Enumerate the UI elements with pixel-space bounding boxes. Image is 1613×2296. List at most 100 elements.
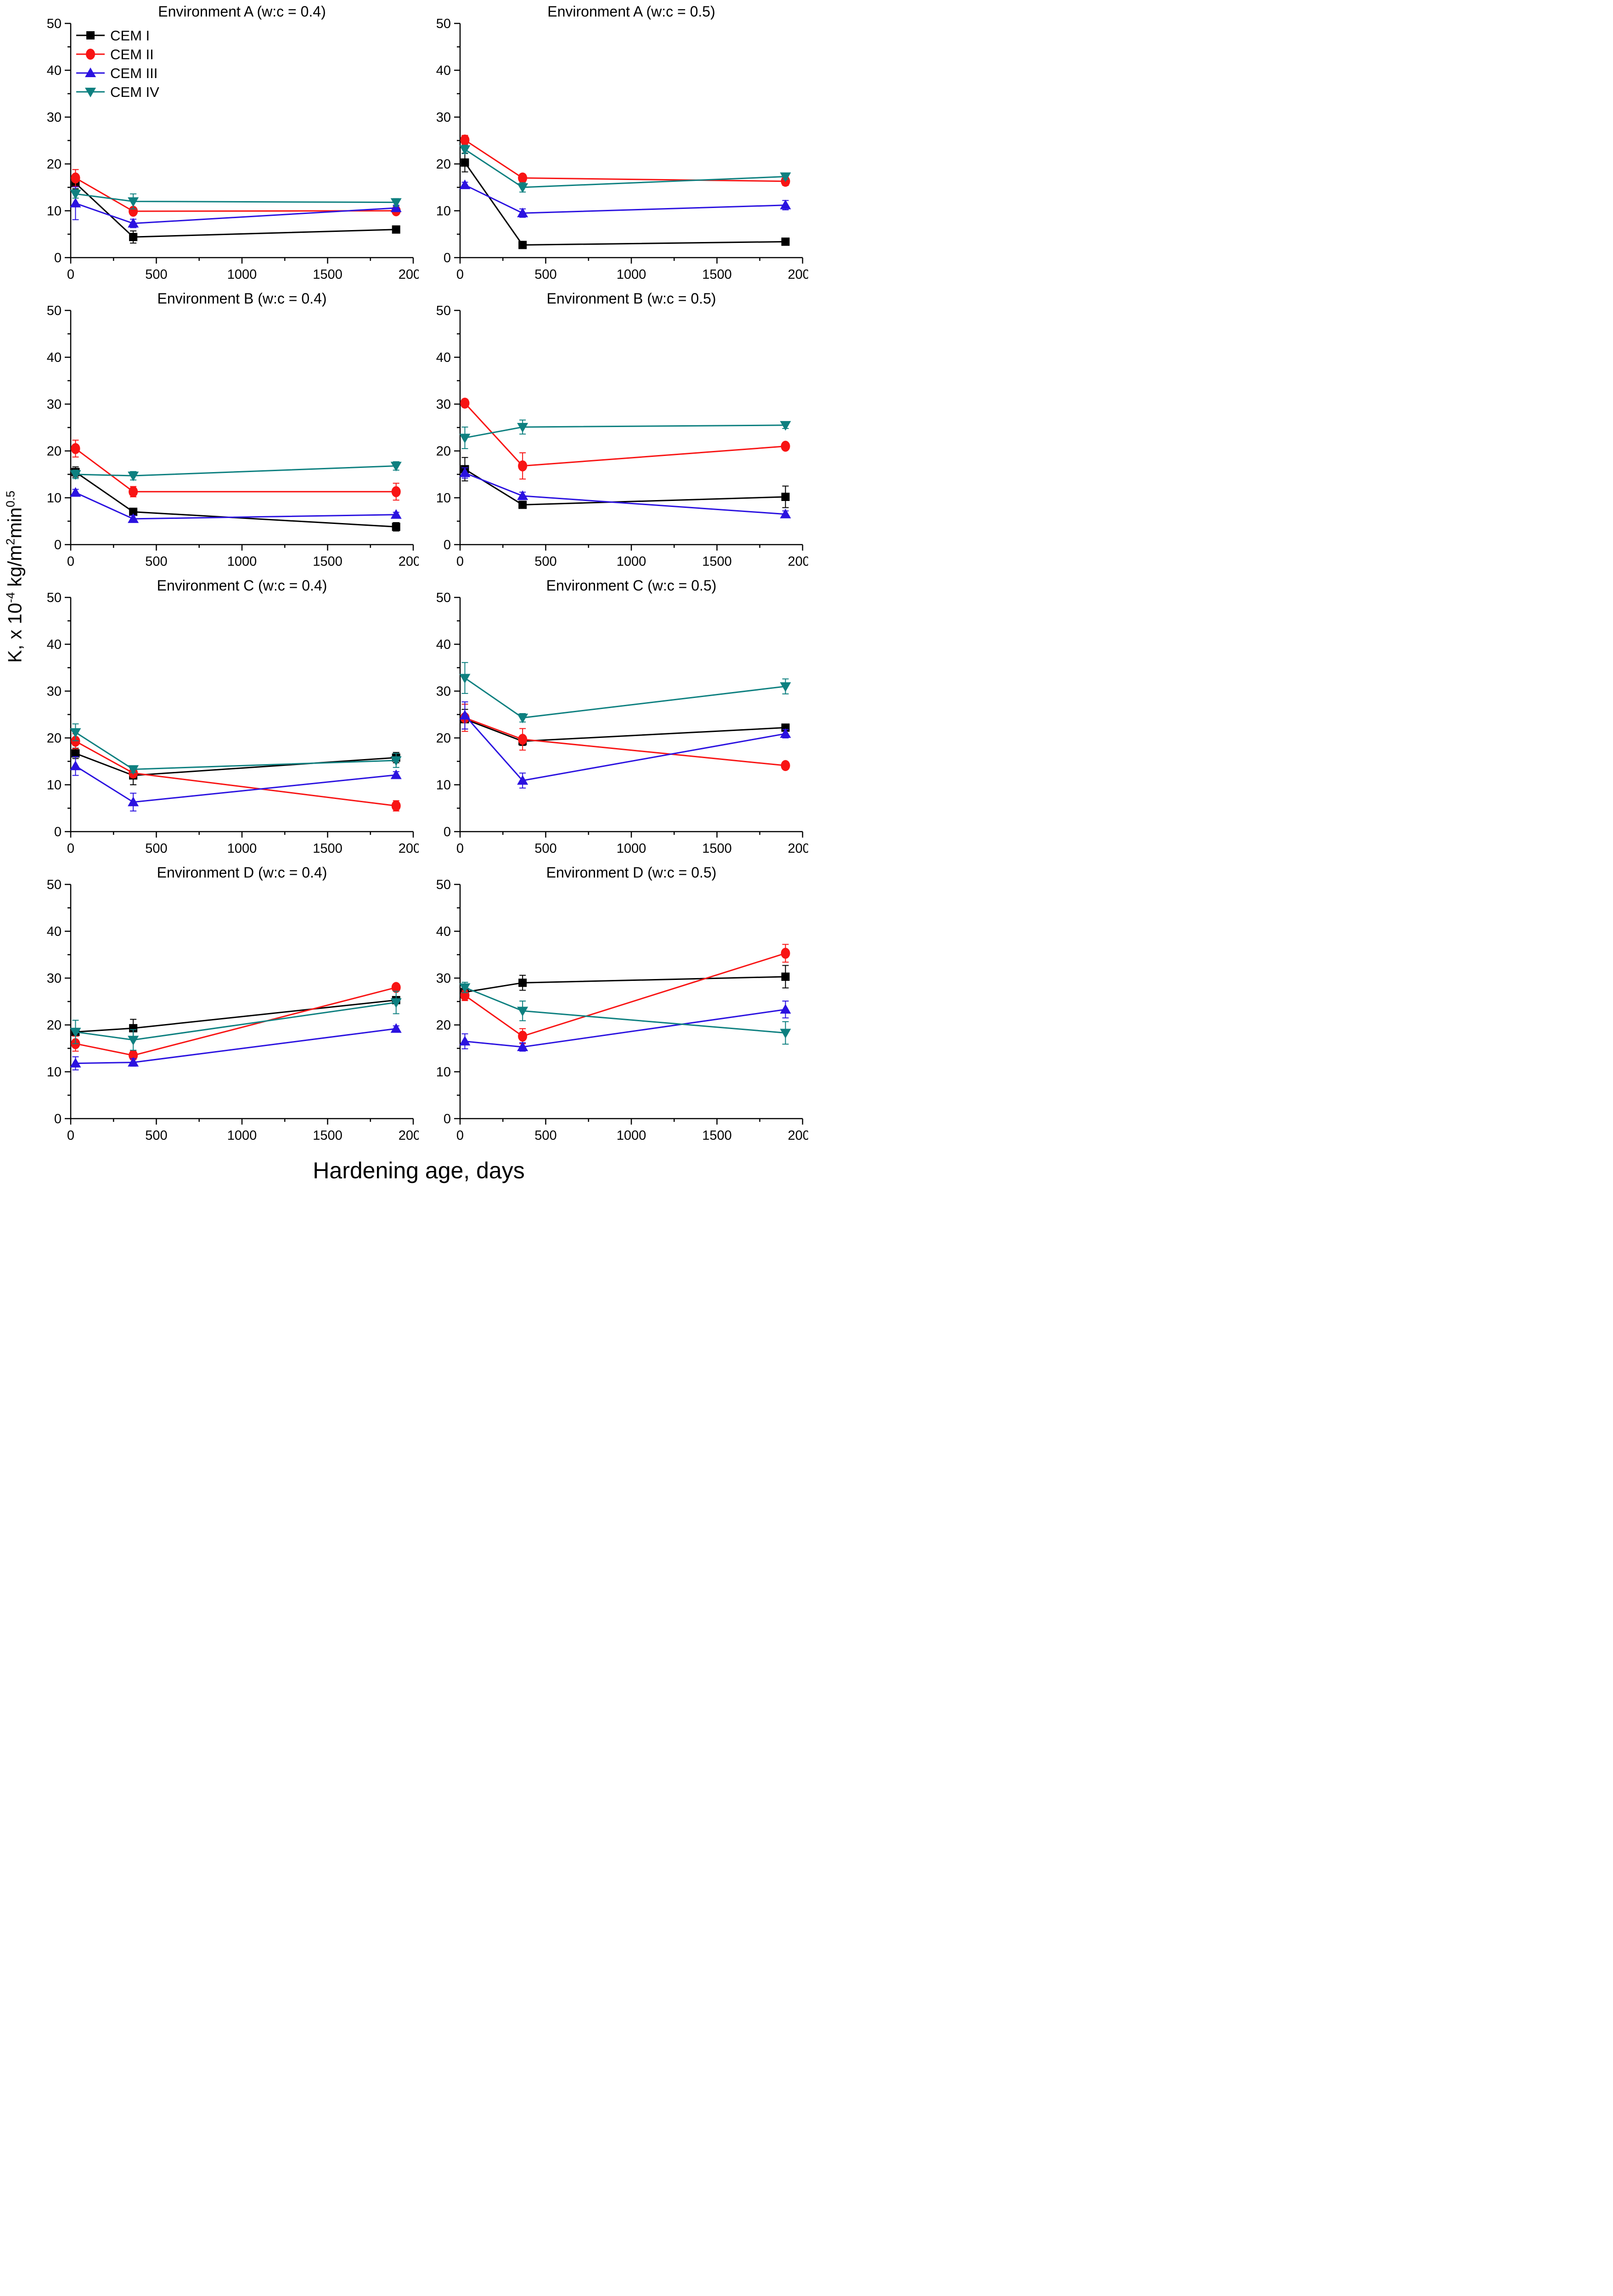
x-tick-label: 500: [534, 267, 556, 282]
x-tick-label: 1000: [227, 841, 257, 856]
marker-triangle-up: [128, 796, 139, 806]
subplot-env-b-wc04: 010203040500500100015002000Environment B…: [47, 290, 419, 569]
y-tick-label: 30: [47, 684, 62, 699]
x-tick-label: 2000: [399, 1128, 419, 1143]
x-tick-label: 1500: [313, 267, 343, 282]
marker-circle: [460, 134, 470, 146]
series-cem-iv: [459, 662, 791, 724]
marker-triangle-down: [517, 183, 528, 193]
series-cem-ii: [71, 733, 401, 812]
x-tick-label: 500: [145, 841, 167, 856]
marker-circle: [391, 486, 401, 497]
y-axis-label-text: kg/m: [4, 545, 26, 592]
marker-triangle-up: [128, 1057, 139, 1067]
series-cem-i: [71, 996, 400, 1038]
subplot-env-d-wc05: 010203040500500100015002000Environment D…: [436, 864, 808, 1143]
figure: K, x 10-4 kg/m2min0.5 0 10 20 30 40 50 0 500 100…: [0, 0, 809, 1197]
axes: [454, 597, 804, 838]
marker-triangle-down: [85, 88, 96, 97]
series-cem-iv: [459, 145, 791, 193]
marker-triangle-down: [390, 998, 402, 1008]
y-tick-label: 10: [47, 491, 62, 506]
marker-circle: [518, 1030, 528, 1042]
marker-triangle-up: [459, 1035, 471, 1046]
subplot-cell-env-d-wc04: 010203040500500100015002000Environment D…: [29, 864, 419, 1151]
x-tick-label: 0: [456, 1128, 464, 1143]
marker-triangle-up: [780, 728, 791, 738]
series-cem-i: [71, 466, 400, 532]
marker-triangle-up: [70, 197, 81, 208]
legend-item-cem-iii: CEM III: [76, 65, 157, 81]
y-tick-label: 40: [47, 924, 62, 939]
series-line: [75, 471, 396, 528]
marker-triangle-up: [780, 1004, 791, 1014]
y-tick-label: 0: [444, 251, 451, 265]
subplot-cell-env-b-wc04: 010203040500500100015002000Environment B…: [29, 290, 419, 577]
y-tick-label: 40: [47, 637, 62, 652]
y-tick-label: 20: [436, 731, 451, 746]
marker-triangle-up: [128, 513, 139, 523]
y-tick-label: 20: [436, 157, 451, 172]
y-axis-label-exponent: -4: [3, 592, 17, 603]
marker-triangle-down: [517, 1007, 528, 1017]
y-tick-label: 30: [436, 397, 451, 412]
x-tick-label: 500: [534, 841, 556, 856]
series-line: [464, 715, 786, 782]
series-cem-iv: [459, 419, 791, 449]
y-axis-label-column: K, x 10-4 kg/m2min0.5: [0, 3, 29, 1151]
marker-square: [392, 225, 400, 234]
x-tick-label: 1000: [617, 267, 646, 282]
y-axis-label-text: min: [4, 507, 26, 539]
marker-triangle-up: [459, 179, 471, 189]
marker-triangle-down: [128, 472, 139, 482]
y-tick-label: 30: [436, 971, 451, 986]
y-tick-label: 20: [47, 1018, 62, 1033]
y-tick-label: 0: [54, 825, 62, 839]
y-tick-label: 30: [436, 684, 451, 699]
y-tick-label: 10: [436, 778, 451, 793]
series-cem-iv: [70, 461, 402, 482]
x-tick-label: 500: [145, 267, 167, 282]
marker-circle: [518, 460, 528, 472]
y-axis-label-exponent: 0.5: [3, 490, 17, 507]
y-tick-label: 10: [47, 204, 62, 219]
x-tick-label: 1500: [702, 267, 732, 282]
marker-triangle-down: [459, 983, 471, 993]
series-cem-i: [461, 709, 790, 746]
series-line: [75, 182, 396, 238]
y-tick-label: 40: [47, 350, 62, 365]
x-axis-label: Hardening age, days: [313, 1158, 525, 1183]
marker-triangle-down: [459, 145, 471, 155]
subplot-cell-env-b-wc05: 010203040500500100015002000Environment B…: [419, 290, 808, 577]
marker-circle: [781, 440, 790, 452]
marker-square: [129, 1024, 138, 1033]
marker-circle: [71, 736, 80, 747]
marker-square: [518, 241, 527, 249]
series-cem-ii: [71, 169, 401, 217]
series-line: [75, 1028, 396, 1064]
x-tick-label: 1500: [702, 841, 732, 856]
axes: [454, 310, 804, 551]
marker-triangle-up: [459, 710, 471, 720]
series-line: [464, 718, 786, 742]
x-tick-label: 500: [534, 554, 556, 569]
x-tick-label: 2000: [399, 841, 419, 856]
series-cem-iii: [459, 1000, 791, 1052]
y-tick-label: 0: [54, 251, 62, 265]
x-tick-label: 2000: [788, 841, 808, 856]
series-cem-ii: [460, 397, 790, 480]
y-tick-label: 30: [47, 110, 62, 125]
subplot-cell-env-d-wc05: 010203040500500100015002000Environment D…: [419, 864, 808, 1151]
x-tick-label: 0: [456, 554, 464, 569]
subplot-env-c-wc05: 010203040500500100015002000Environment C…: [436, 577, 808, 856]
y-tick-label: 40: [436, 637, 451, 652]
marker-circle: [129, 486, 138, 497]
y-tick-label: 20: [47, 731, 62, 746]
series-cem-iv: [70, 723, 402, 775]
series-cem-i: [461, 152, 790, 249]
series-cem-iii: [459, 179, 791, 218]
y-tick-label: 40: [47, 63, 62, 78]
x-tick-label: 1000: [227, 554, 257, 569]
marker-circle: [781, 760, 790, 771]
axes: [454, 884, 804, 1125]
